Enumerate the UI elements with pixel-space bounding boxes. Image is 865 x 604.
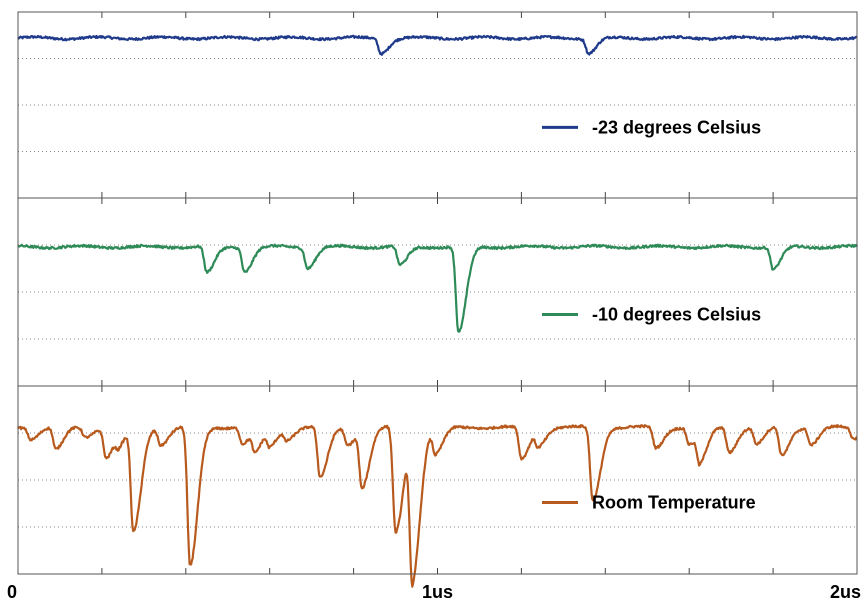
series-line-panel-2: [17, 243, 858, 333]
legend-label-panel-3: Room Temperature: [592, 493, 756, 513]
panel-frame-2: [17, 197, 858, 387]
x-tick-label: 0: [7, 582, 17, 602]
legend-label-panel-2: -10 degrees Celsius: [592, 305, 761, 325]
legend-label-panel-1: -23 degrees Celsius: [592, 117, 761, 137]
series-line-panel-1: [17, 34, 858, 56]
legend-layer: -23 degrees Celsius -10 degrees Celsius Ro…: [542, 117, 761, 513]
panel-frame-1: [17, 11, 858, 199]
x-tick-label: 1us: [422, 582, 453, 602]
frame-layer: [17, 11, 858, 575]
x-tick-label: 2us: [830, 582, 861, 602]
series-layer: [17, 34, 858, 588]
series-line-panel-3: [17, 424, 858, 588]
panel-frame-3: [17, 385, 858, 575]
x-tick-label-layer: 0 1us 2us: [7, 582, 861, 602]
